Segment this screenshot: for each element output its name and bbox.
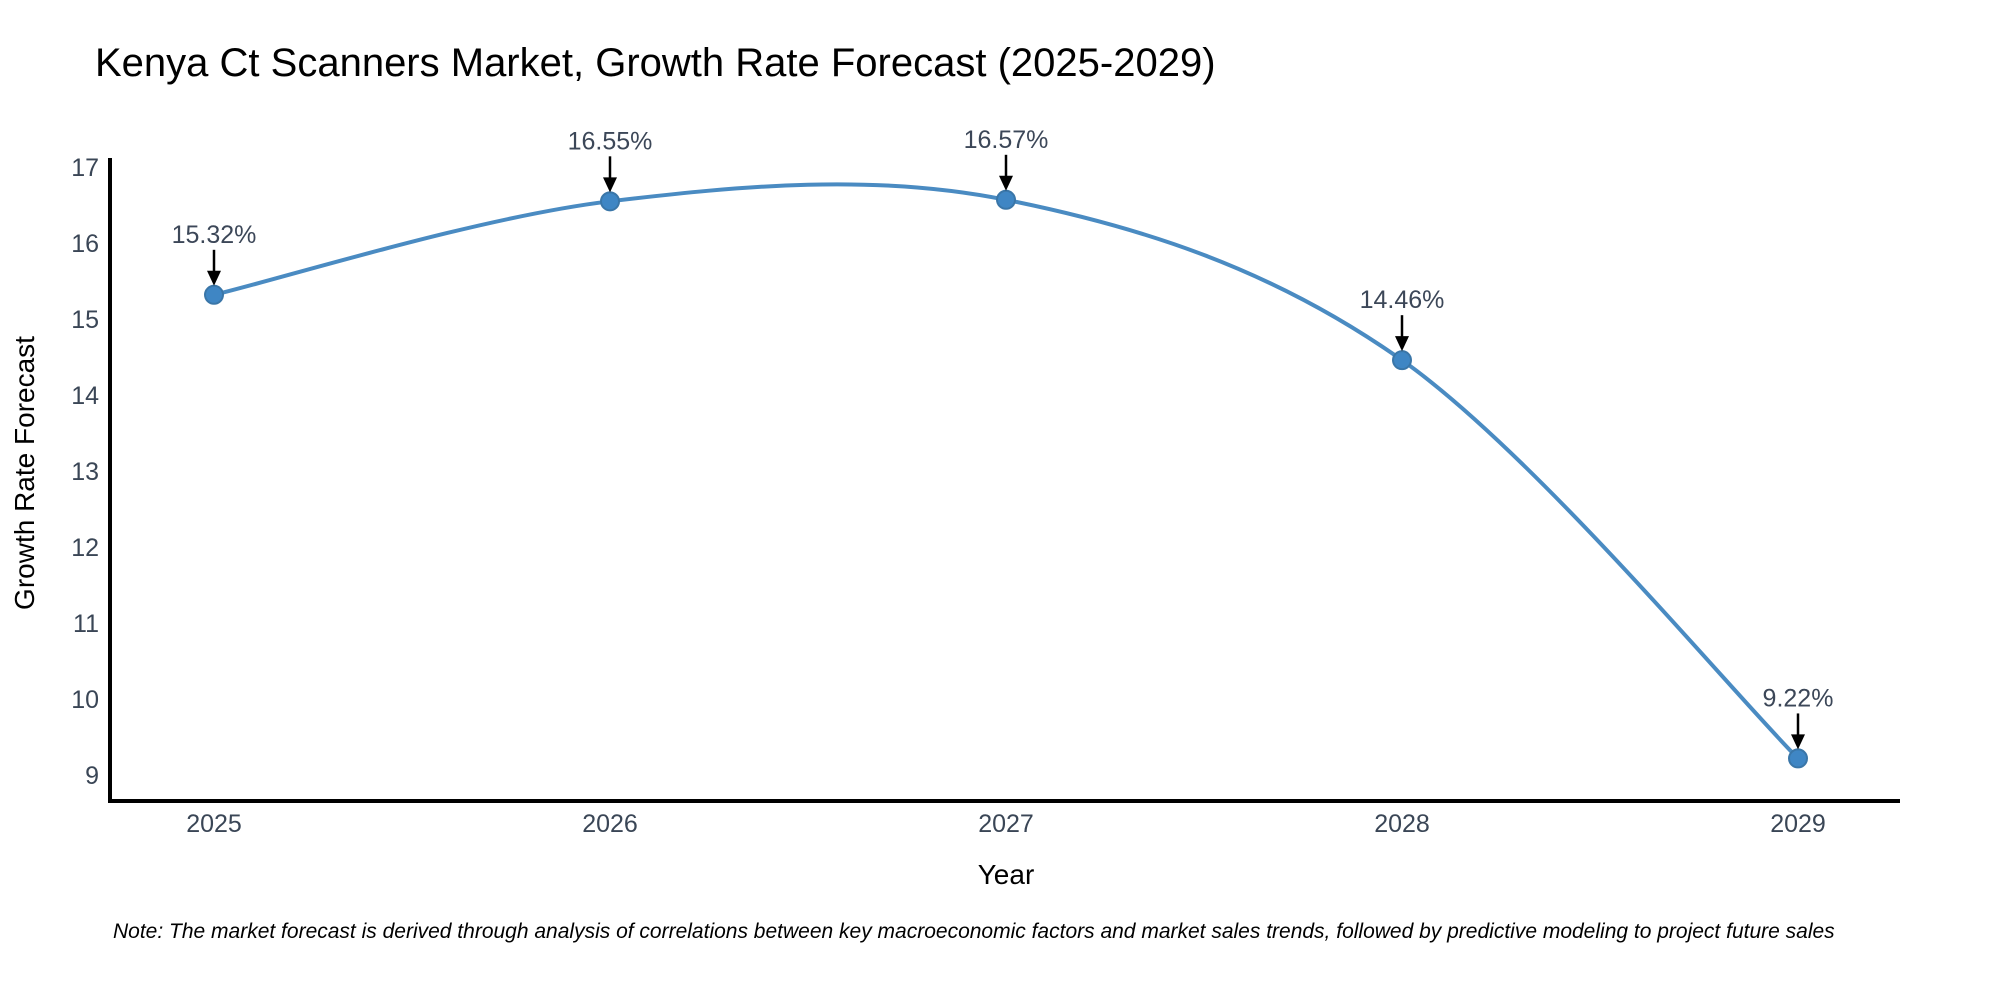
y-axis-title: Growth Rate Forecast bbox=[9, 336, 40, 610]
plot-area: 9 10 11 12 13 14 15 16 17 2025 2026 2027 2028 2029 15.… bbox=[71, 126, 1900, 838]
y-tick-label: 14 bbox=[71, 382, 99, 410]
y-tick-label: 17 bbox=[71, 154, 99, 182]
x-tick-label: 2025 bbox=[186, 810, 242, 838]
footnote: Note: The market forecast is derived thr… bbox=[113, 920, 1835, 943]
annotation-arrow-head bbox=[603, 177, 617, 193]
chart-title: Kenya Ct Scanners Market, Growth Rate Fo… bbox=[95, 41, 1216, 85]
y-tick-label: 16 bbox=[71, 230, 99, 258]
x-axis-title: Year bbox=[978, 859, 1035, 890]
data-point-marker-2028 bbox=[1392, 350, 1412, 371]
y-tick-label: 15 bbox=[71, 306, 99, 334]
data-point-marker-2027 bbox=[996, 189, 1016, 210]
point-value-label: 14.46% bbox=[1360, 286, 1445, 314]
y-tick-label: 10 bbox=[71, 686, 99, 714]
annotation-arrow-head bbox=[1791, 734, 1805, 750]
annotation-arrow-head bbox=[999, 175, 1013, 191]
forecast-line bbox=[212, 182, 1800, 761]
x-tick-label: 2027 bbox=[978, 810, 1034, 838]
x-tick-label: 2029 bbox=[1770, 810, 1826, 838]
y-tick-label: 9 bbox=[85, 762, 99, 790]
data-point-marker-2026 bbox=[600, 191, 620, 212]
y-tick-label: 12 bbox=[71, 534, 99, 562]
data-point-marker-2025 bbox=[204, 284, 224, 305]
data-point-marker-2029 bbox=[1788, 748, 1808, 769]
y-tick-label: 13 bbox=[71, 458, 99, 486]
point-value-label: 9.22% bbox=[1763, 684, 1834, 712]
point-value-label: 16.55% bbox=[568, 127, 653, 155]
point-value-label: 16.57% bbox=[964, 126, 1049, 154]
annotation-arrow-head bbox=[207, 270, 221, 286]
annotation-arrow-head bbox=[1395, 336, 1409, 352]
x-tick-label: 2028 bbox=[1374, 810, 1430, 838]
point-value-label: 15.32% bbox=[172, 221, 257, 249]
y-tick-label: 11 bbox=[73, 610, 99, 638]
x-tick-label: 2026 bbox=[582, 810, 638, 838]
